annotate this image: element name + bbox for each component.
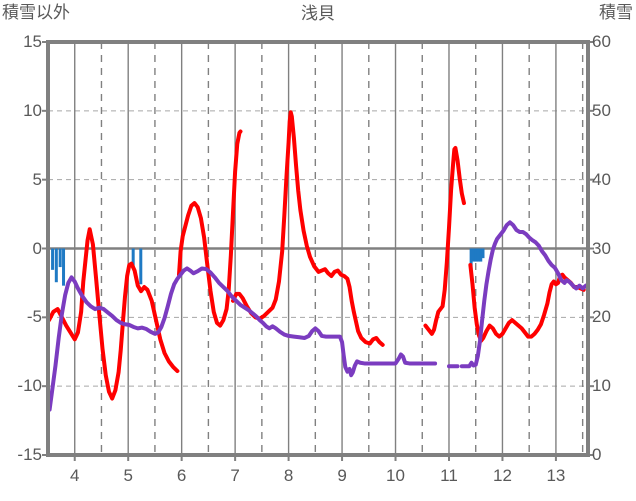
precipitation-bar	[469, 248, 473, 270]
precipitation-bar	[474, 248, 478, 262]
precipitation-bar	[472, 248, 476, 262]
precipitation-bar	[481, 248, 485, 259]
x-axis-tick-label: 7	[230, 466, 240, 485]
right-axis-tick-label: 0	[592, 445, 602, 464]
x-axis-tick-label: 12	[492, 466, 512, 485]
left-axis-tick-label: 5	[32, 169, 42, 189]
data-lines	[48, 110, 588, 412]
precipitation-bar	[62, 248, 66, 286]
right-axis-tick-label: 40	[592, 169, 611, 189]
left-axis-tick-label: 0	[32, 238, 42, 258]
right-axis-tick-label: 60	[592, 32, 611, 51]
x-axis-tick-label: 11	[440, 466, 458, 485]
x-axis-tick-label: 5	[123, 466, 133, 485]
x-axis-tick-label: 13	[546, 466, 566, 485]
series-line	[230, 110, 385, 347]
left-axis-tick-label: -15	[17, 445, 42, 464]
x-axis-tick-label: 8	[283, 466, 294, 485]
left-axis-title: 積雪以外	[2, 3, 70, 22]
series-line	[48, 266, 438, 412]
left-axis-tick-label: 15	[23, 32, 42, 51]
precipitation-bar	[58, 248, 62, 268]
right-axis-tick-label: 50	[592, 100, 611, 120]
x-axis-tick-label: 4	[69, 466, 80, 485]
series-line	[48, 227, 180, 401]
series-line	[423, 146, 466, 336]
plot-frame	[42, 40, 594, 461]
left-axis-tick-label: -5	[26, 307, 42, 327]
left-axis-tick-label: -10	[17, 376, 42, 396]
precipitation-bar	[139, 248, 143, 285]
right-axis-title: 積雪	[599, 3, 633, 22]
precipitation-bar	[476, 248, 480, 262]
x-axis-tick-label: 9	[337, 466, 347, 485]
right-axis-tick-label: 10	[592, 376, 611, 396]
series-line	[459, 220, 588, 369]
gridlines	[48, 42, 588, 455]
precipitation-bar	[131, 248, 135, 268]
right-axis-tick-label: 20	[592, 307, 611, 327]
precipitation-bar	[54, 248, 58, 283]
series-line	[176, 129, 243, 328]
x-axis-tick-label: 6	[176, 466, 187, 485]
right-axis-tick-label: 30	[592, 238, 611, 258]
left-axis-tick-label: 10	[23, 100, 42, 120]
precipitation-bars	[51, 248, 485, 286]
chart-title: 浅貝	[301, 4, 335, 23]
precipitation-bar	[479, 248, 483, 262]
x-axis-tick-label: 10	[386, 466, 405, 485]
precipitation-bar	[51, 248, 55, 270]
series-line	[468, 263, 586, 343]
